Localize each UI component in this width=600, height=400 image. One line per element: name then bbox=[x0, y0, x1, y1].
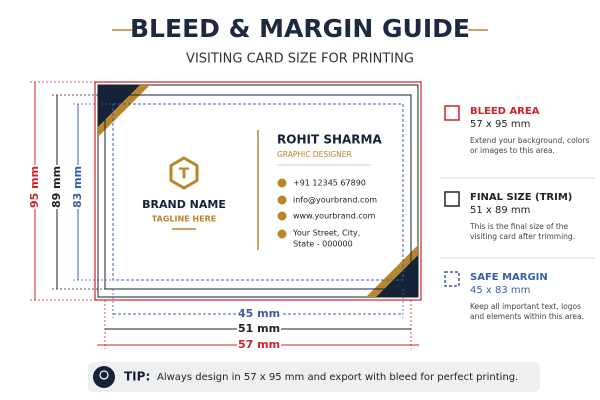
tip-bar bbox=[88, 362, 540, 392]
legend-size: 57 x 95 mm bbox=[470, 119, 531, 130]
safe-width: 45 mm bbox=[238, 307, 280, 320]
bleed-outline bbox=[94, 81, 422, 301]
bleed-width: 57 mm bbox=[238, 338, 280, 351]
corner-stripe bbox=[366, 245, 418, 297]
logo-letter: T bbox=[179, 165, 190, 183]
tip-icon bbox=[93, 366, 115, 388]
trim-height: 89 mm bbox=[50, 166, 63, 208]
legend-size: 45 x 83 mm bbox=[470, 285, 531, 296]
title: BLEED & MARGIN GUIDE bbox=[130, 14, 470, 43]
person-name: ROHIT SHARMA bbox=[277, 133, 382, 147]
legend-size: 51 x 89 mm bbox=[470, 205, 531, 216]
label-bg bbox=[237, 338, 281, 352]
tagline: TAGLINE HERE bbox=[152, 215, 216, 224]
label-bg bbox=[237, 307, 281, 321]
email: info@yourbrand.com bbox=[293, 196, 377, 205]
legend-item: BLEED AREA 57 x 95 mm Extend your backgr… bbox=[470, 106, 595, 156]
label-bg bbox=[50, 165, 64, 209]
safe-outline bbox=[112, 103, 404, 281]
legend-description: This is the final size of the visiting c… bbox=[470, 222, 576, 242]
legend-title: BLEED AREA bbox=[470, 106, 540, 117]
tip-text: Always design in 57 x 95 mm and export w… bbox=[157, 372, 518, 383]
safe-height: 83 mm bbox=[71, 166, 84, 208]
address: Your Street, City, bbox=[292, 229, 360, 238]
bleed-height: 95 mm bbox=[28, 166, 41, 208]
phone: +91 12345 67890 bbox=[293, 179, 366, 188]
label-bg bbox=[71, 165, 85, 209]
address: State - 000000 bbox=[293, 240, 353, 249]
legend-item: SAFE MARGIN 45 x 83 mm Keep all importan… bbox=[470, 272, 595, 322]
legend-title: FINAL SIZE (TRIM) bbox=[470, 192, 573, 203]
legend-title: SAFE MARGIN bbox=[470, 272, 548, 283]
legend-swatch bbox=[444, 105, 460, 121]
legend-swatch bbox=[444, 191, 460, 207]
legend-description: Extend your background, colors or images… bbox=[470, 136, 590, 156]
extension-lines bbox=[30, 81, 412, 349]
legend-swatch bbox=[444, 271, 460, 287]
card-frame bbox=[104, 94, 412, 290]
logo bbox=[169, 156, 199, 190]
label-bg bbox=[237, 322, 281, 336]
trim-width: 51 mm bbox=[238, 322, 280, 335]
corner-stripe bbox=[98, 85, 150, 137]
brand-name: BRAND NAME bbox=[142, 198, 226, 211]
website: www.yourbrand.com bbox=[293, 212, 376, 221]
role: GRAPHIC DESIGNER bbox=[277, 150, 352, 159]
tip-icon bbox=[99, 370, 109, 380]
contact-icons bbox=[277, 178, 287, 239]
legend-item: FINAL SIZE (TRIM) 51 x 89 mm This is the… bbox=[470, 192, 595, 242]
label-bg bbox=[28, 165, 42, 209]
legend-description: Keep all important text, logos and eleme… bbox=[470, 302, 585, 322]
tip-label: TIP: bbox=[124, 370, 150, 384]
subtitle: VISITING CARD SIZE FOR PRINTING bbox=[186, 52, 414, 67]
